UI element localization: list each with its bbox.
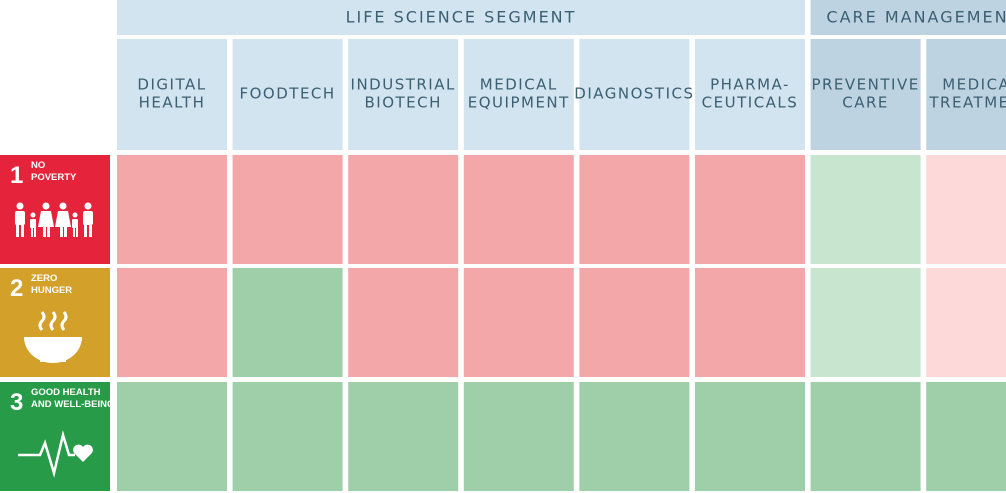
cell [579,268,690,377]
column-label: MEDICAL [942,76,1006,94]
column-header [810,39,921,150]
column-label: CEUTICALS [702,94,799,112]
column-header [117,39,227,150]
sdg-title: HUNGER [31,285,72,296]
poverty-icon [15,202,93,237]
column-header [232,39,343,150]
health-icon [18,430,93,478]
sdg-number: 2 [10,275,23,302]
cell [348,268,459,377]
column-label: FOODTECH [240,85,336,103]
cell [695,382,805,491]
column-label: HEALTH [139,94,206,112]
column-label: MEDICAL [480,76,558,94]
column-label: DIGITAL [137,76,206,94]
cell [463,268,574,377]
sdg-title: POVERTY [31,172,77,183]
column-header [348,39,459,150]
cell [579,382,690,491]
segment-header [117,0,805,35]
column-label: PREVENTIVE [811,76,919,94]
column-label: INDUSTRIAL [351,76,456,94]
cell [695,155,805,264]
column-header [463,39,574,150]
cell [232,155,343,264]
column-header [695,39,805,150]
segment-label: LIFE SCIENCE SEGMENT [346,8,577,27]
cell [810,382,921,491]
cell [117,382,227,491]
column-label: DIAGNOSTICS [574,85,694,103]
column-label: PHARMA- [710,76,790,94]
sdg-number: 1 [10,162,23,189]
cell [117,155,227,264]
cell [232,268,343,377]
column-header [579,39,690,150]
cell [348,382,459,491]
sdg-tile [0,155,110,264]
icons [15,202,93,478]
cell [117,268,227,377]
segment-header [810,0,1006,35]
sdg-title: GOOD HEALTH [31,387,101,398]
cell [463,155,574,264]
cell [232,382,343,491]
cell [695,268,805,377]
column-label: BIOTECH [364,94,441,112]
column-label: CARE [842,94,889,112]
cell [463,382,574,491]
cell [579,155,690,264]
sdg-title: AND WELL-BEING [31,399,114,410]
segment-label: CARE MANAGEMENT [826,8,1006,27]
sdg-title: NO [31,160,45,171]
cell [810,268,921,377]
cell [926,268,1006,377]
hunger-icon [24,311,82,363]
sdg-number: 3 [10,389,23,416]
column-label: EQUIPMENT [468,94,570,112]
cell [348,155,459,264]
sdg-title: ZERO [31,273,57,284]
column-label: TREATMENT [928,94,1006,112]
cell [810,155,921,264]
column-header [926,39,1006,150]
cell [926,382,1006,491]
cell [926,155,1006,264]
